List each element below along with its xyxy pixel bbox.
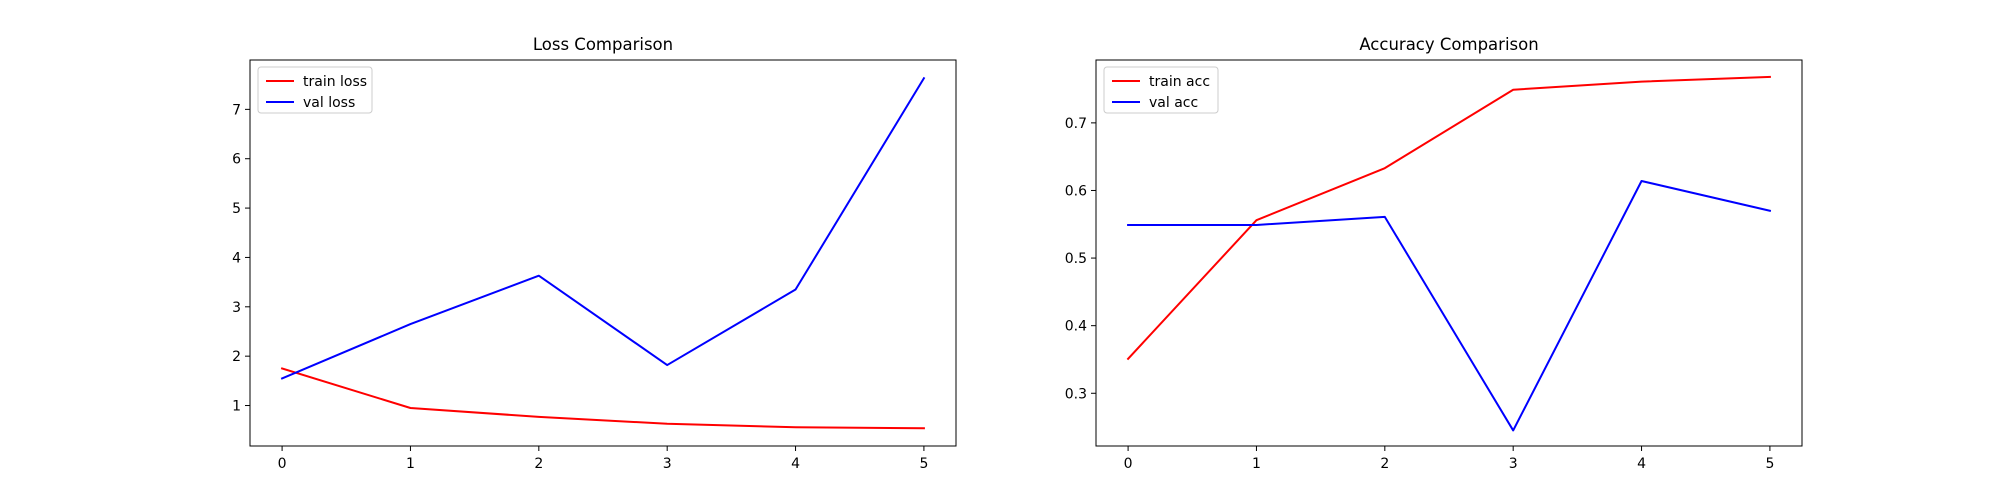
y-tick-label: 0.5 [1065,251,1087,267]
accuracy-comparison-chart: Accuracy Comparison 0 1 2 3 4 5 0.3 0.4 0.5 0.6 0.7… [1065,35,1803,472]
y-tick-label: 5 [232,201,241,217]
y-tick-label: 7 [232,102,241,118]
x-tick-label: 1 [406,456,415,472]
series-line-train-acc [1126,75,1771,361]
y-tick-label: 0.6 [1065,183,1087,199]
x-tick-label: 1 [1252,456,1261,472]
y-tick-label: 0.3 [1065,386,1087,402]
loss-legend: train loss val loss [257,66,373,114]
x-tick-label: 4 [791,456,800,472]
y-tick-label: 1 [232,399,241,415]
x-tick-label: 2 [534,456,543,472]
x-tick-label: 2 [1380,456,1389,472]
y-tick-label: 2 [232,349,241,365]
loss-comparison-chart: Loss Comparison 0 1 2 3 4 5 1 2 3 4 5 6 7 train loss va… [232,35,957,472]
x-tick-label: 4 [1637,456,1646,472]
x-tick-label: 3 [1509,456,1518,472]
series-line-val-acc [1127,180,1772,432]
x-tick-label: 3 [663,456,672,472]
y-tick-label: 3 [232,300,241,316]
legend-label: train acc [1149,74,1210,90]
y-tick-label: 0.7 [1065,116,1087,132]
legend-label: val loss [303,95,355,111]
x-tick-label: 5 [919,456,928,472]
legend-label: train loss [303,74,367,90]
x-tick-label: 0 [1124,456,1133,472]
x-tick-label: 5 [1765,456,1774,472]
series-line-train-loss [280,367,925,430]
x-tick-label: 0 [278,456,287,472]
accuracy-legend: train acc val acc [1103,66,1219,114]
y-tick-label: 6 [232,152,241,168]
series-line-val-loss [280,76,926,380]
y-tick-label: 0.4 [1065,319,1087,335]
loss-plot-frame [249,59,957,447]
loss-chart-title: Loss Comparison [533,35,673,54]
y-tick-label: 4 [232,250,241,266]
legend-label: val acc [1149,95,1198,111]
accuracy-chart-title: Accuracy Comparison [1359,35,1538,54]
accuracy-plot-frame [1095,59,1803,447]
